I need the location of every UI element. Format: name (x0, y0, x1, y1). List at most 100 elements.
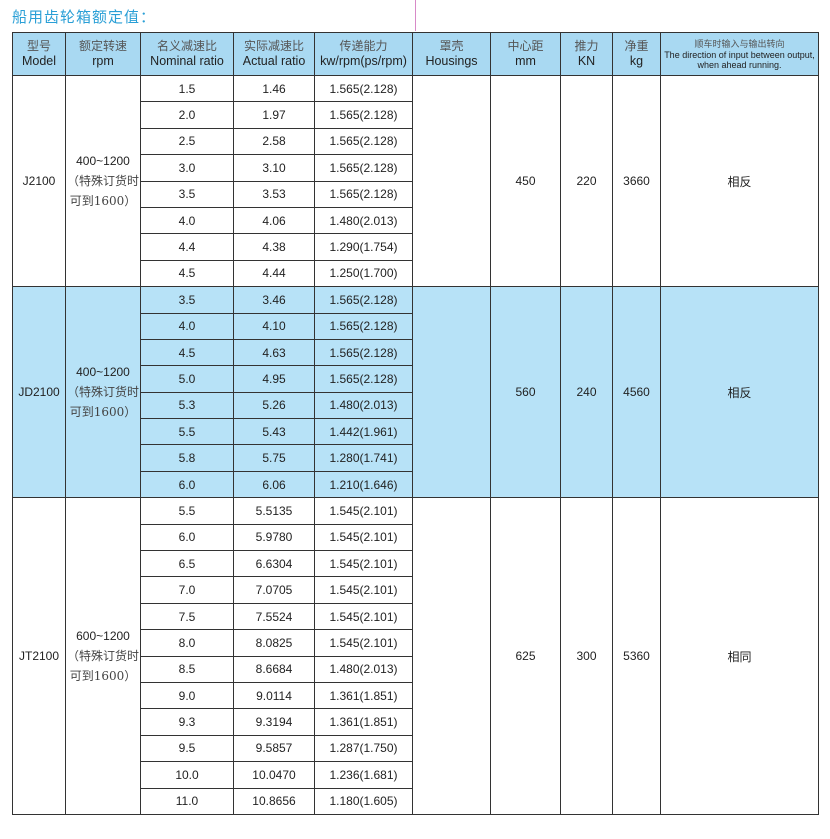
cell-actual-ratio: 9.5857 (233, 734, 315, 763)
header-weight: 净重 kg (612, 32, 661, 76)
cell-rpm: 400~1200 （特殊订货时 可到1600） (65, 286, 141, 499)
cell-nominal-ratio: 4.4 (140, 233, 234, 261)
header-nominal-ratio: 名义减速比 Nominal ratio (140, 32, 234, 76)
header-en: Actual ratio (242, 54, 306, 68)
header-capacity: 传递能力 kw/rpm(ps/rpm) (314, 32, 413, 76)
header-en: rpm (92, 54, 114, 68)
table-row: 6.0 5.9780 1.545(2.101) (13, 523, 819, 552)
cell-capacity: 1.565(2.128) (314, 154, 413, 182)
cell-nominal-ratio: 6.0 (140, 523, 234, 552)
cell-nominal-ratio: 3.5 (140, 180, 234, 208)
cell-nominal-ratio: 4.0 (140, 312, 234, 340)
cell-actual-ratio: 3.10 (233, 154, 315, 182)
rpm-note: 可到1600） (69, 669, 137, 684)
table-row: 3.0 3.10 1.565(2.128) (13, 154, 819, 182)
cell-nominal-ratio: 2.0 (140, 101, 234, 129)
cell-actual-ratio: 4.38 (233, 233, 315, 261)
cell-direction: 相反 (660, 74, 819, 288)
cell-capacity: 1.480(2.013) (314, 655, 413, 683)
table-row: 4.5 4.44 1.250(1.700) (13, 259, 819, 288)
table-row: 5.0 4.95 1.565(2.128) (13, 365, 819, 393)
header-rpm: 额定转速 rpm (65, 32, 141, 76)
cell-nominal-ratio: 8.5 (140, 655, 234, 683)
cell-nominal-ratio: 4.0 (140, 206, 234, 235)
cell-capacity: 1.545(2.101) (314, 523, 413, 552)
header-housings: 罩壳 Housings (412, 32, 491, 76)
cell-capacity: 1.287(1.750) (314, 734, 413, 763)
cell-actual-ratio: 4.63 (233, 338, 315, 367)
table-row: 8.5 8.6684 1.480(2.013) (13, 655, 819, 683)
cell-nominal-ratio: 3.5 (140, 286, 234, 314)
header-cn: 顺车时输入与输出转向 (694, 39, 785, 50)
cell-capacity: 1.565(2.128) (314, 286, 413, 314)
cell-nominal-ratio: 8.0 (140, 629, 234, 657)
cell-thrust: 300 (560, 497, 613, 815)
cell-actual-ratio: 5.5135 (233, 497, 315, 525)
cell-center-distance: 625 (490, 497, 561, 815)
cell-actual-ratio: 6.6304 (233, 550, 315, 578)
cell-actual-ratio: 10.0470 (233, 761, 315, 789)
cell-nominal-ratio: 1.5 (140, 74, 234, 103)
cell-rpm: 600~1200 （特殊订货时 可到1600） (65, 497, 141, 815)
cell-actual-ratio: 6.06 (233, 470, 315, 499)
cell-nominal-ratio: 6.5 (140, 550, 234, 578)
header-center-distance: 中心距 mm (490, 32, 561, 76)
header-en: Nominal ratio (150, 54, 224, 68)
cell-actual-ratio: 2.58 (233, 127, 315, 156)
cell-capacity: 1.565(2.128) (314, 127, 413, 156)
cell-capacity: 1.565(2.128) (314, 74, 413, 103)
cell-capacity: 1.565(2.128) (314, 180, 413, 208)
table-row: 4.5 4.63 1.565(2.128) (13, 338, 819, 367)
cell-actual-ratio: 7.5524 (233, 602, 315, 631)
cell-nominal-ratio: 5.8 (140, 444, 234, 472)
rpm-range: 400~1200 (76, 365, 130, 380)
cell-capacity: 1.250(1.700) (314, 259, 413, 288)
cell-actual-ratio: 9.3194 (233, 708, 315, 736)
cell-capacity: 1.480(2.013) (314, 206, 413, 235)
cell-capacity: 1.565(2.128) (314, 338, 413, 367)
cell-capacity: 1.180(1.605) (314, 787, 413, 815)
header-en: kg (629, 54, 644, 68)
header-cn: 名义减速比 (156, 39, 217, 53)
cell-actual-ratio: 1.97 (233, 101, 315, 129)
table-row: JT2100 600~1200 （特殊订货时 可到1600） 5.5 5.5135 1.54… (12, 497, 819, 815)
cell-weight: 4560 (612, 286, 661, 499)
table-row: 6.0 6.06 1.210(1.646) (13, 470, 819, 499)
cell-nominal-ratio: 4.5 (140, 338, 234, 367)
rpm-range: 600~1200 (76, 629, 130, 644)
cell-capacity: 1.290(1.754) (314, 233, 413, 261)
cell-actual-ratio: 10.8656 (233, 787, 315, 815)
cell-model: JT2100 (12, 497, 66, 815)
cell-direction: 相同 (660, 497, 819, 815)
cell-housings (412, 74, 491, 288)
cell-nominal-ratio: 2.5 (140, 127, 234, 156)
divider-line (415, 0, 416, 31)
cell-housings (412, 286, 491, 499)
table-row: 4.0 4.06 1.480(2.013) (13, 206, 819, 235)
header-direction: 顺车时输入与输出转向 The direction of input between… (660, 32, 819, 76)
cell-actual-ratio: 5.9780 (233, 523, 315, 552)
header-row: 型号 Model 额定转速 rpm 名义减速比 Nominal ratio 实际减速比 Act… (12, 32, 819, 76)
rpm-note: （特殊订货时 (66, 649, 139, 664)
table-row: 9.3 9.3194 1.361(1.851) (13, 708, 819, 736)
header-cn: 额定转速 (78, 39, 127, 53)
cell-thrust: 240 (560, 286, 613, 499)
table-row: 2.0 1.97 1.565(2.128) (13, 101, 819, 129)
table-row: 5.3 5.26 1.480(2.013) (13, 391, 819, 420)
cell-nominal-ratio: 5.5 (140, 497, 234, 525)
cell-actual-ratio: 8.0825 (233, 629, 315, 657)
cell-nominal-ratio: 6.0 (140, 470, 234, 499)
table-row: 8.0 8.0825 1.545(2.101) (13, 629, 819, 657)
cell-actual-ratio: 3.53 (233, 180, 315, 208)
header-thrust: 推力 KN (560, 32, 613, 76)
cell-actual-ratio: 5.75 (233, 444, 315, 472)
table-row: 4.4 4.38 1.290(1.754) (13, 233, 819, 261)
cell-capacity: 1.280(1.741) (314, 444, 413, 472)
header-en: mm (515, 54, 536, 68)
cell-actual-ratio: 8.6684 (233, 655, 315, 683)
cell-model: JD2100 (12, 286, 66, 499)
cell-nominal-ratio: 9.0 (140, 681, 234, 710)
rpm-note: 可到1600） (69, 194, 137, 209)
table-row: 2.5 2.58 1.565(2.128) (13, 127, 819, 156)
table-row: 5.5 5.43 1.442(1.961) (13, 418, 819, 446)
